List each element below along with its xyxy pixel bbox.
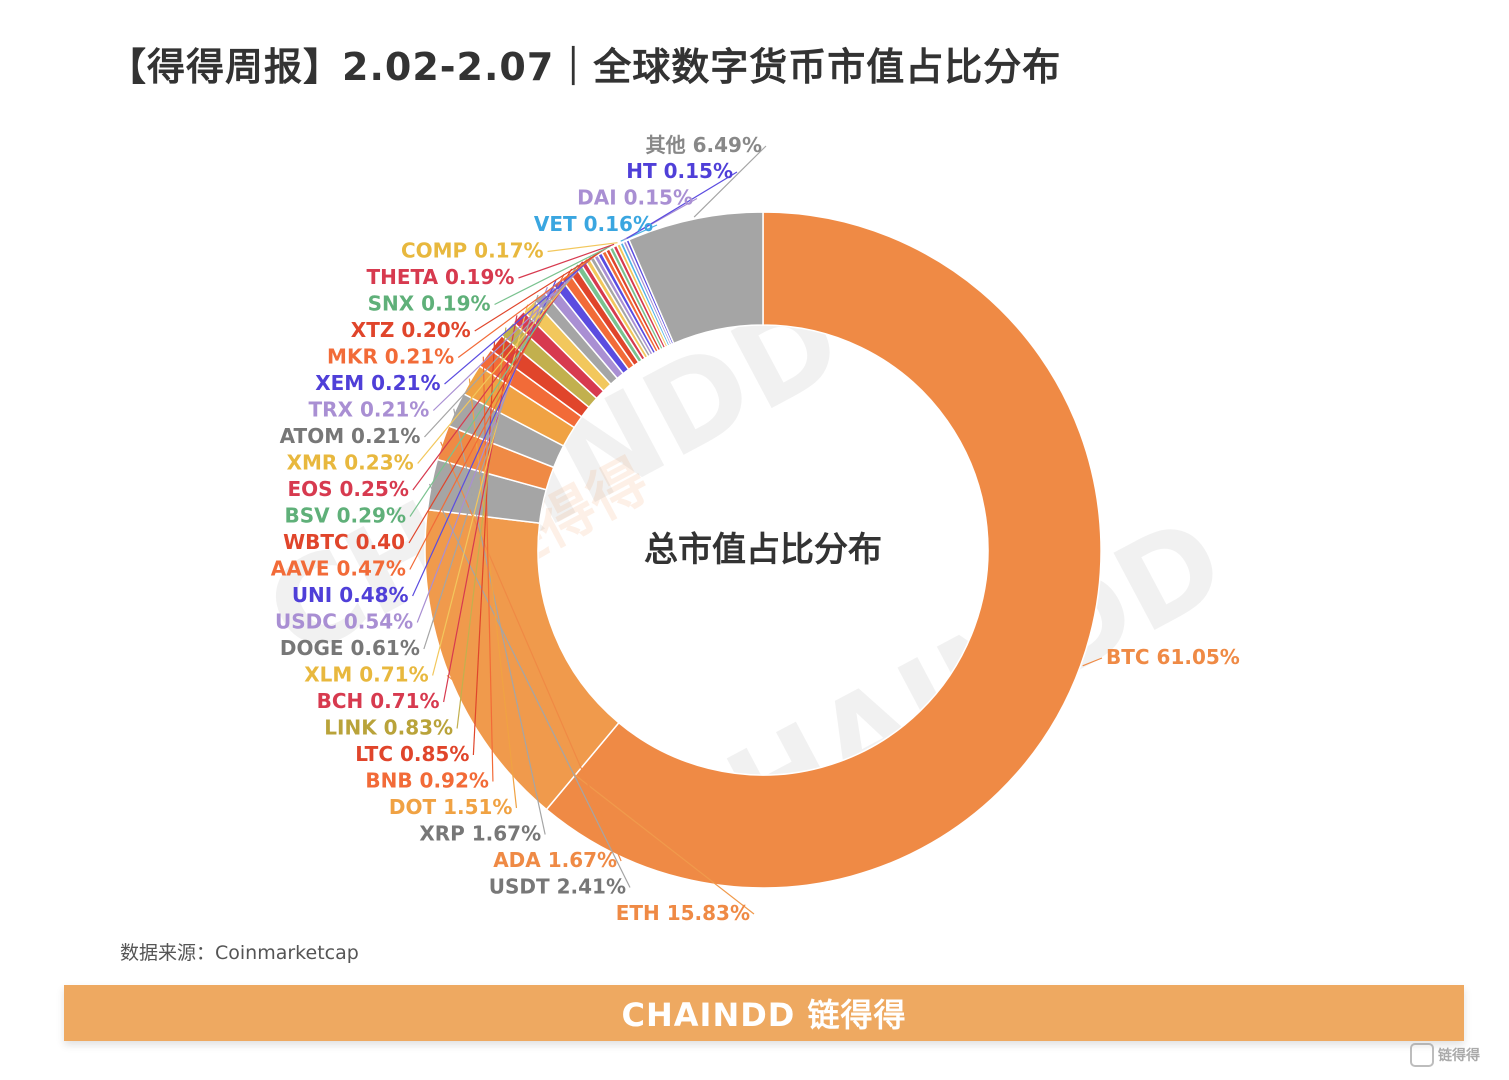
slice-label-xem: XEM 0.21% <box>315 371 440 395</box>
leader-line <box>453 408 546 835</box>
leader-line <box>472 341 496 756</box>
leader-line <box>432 304 529 676</box>
slice-label-ltc: LTC 0.85% <box>355 742 469 766</box>
slice-其他 <box>627 211 764 345</box>
leader-line <box>457 249 604 358</box>
slice-label-bsv: BSV 0.29% <box>285 504 406 528</box>
slice-label-其他: 其他 6.49% <box>646 133 762 157</box>
leader-line <box>444 251 600 385</box>
slice-label-xmr: XMR 0.23% <box>287 451 414 475</box>
leader-line <box>547 242 618 253</box>
leader-line <box>482 356 494 782</box>
slice-label-doge: DOGE 0.61% <box>280 636 420 660</box>
leader-line <box>494 245 611 306</box>
slice-label-bnb: BNB 0.92% <box>365 769 489 793</box>
slice-label-uni: UNI 0.48% <box>292 583 409 607</box>
slice-label-xtz: XTZ 0.20% <box>351 318 471 342</box>
slice-label-dai: DAI 0.15% <box>577 186 693 210</box>
leader-line <box>518 243 615 279</box>
slice-label-xlm: XLM 0.71% <box>304 663 428 687</box>
slice-labels: BTC 61.05%ETH 15.83%USDT 2.41%ADA 1.67%X… <box>271 133 1240 925</box>
leader-line <box>1082 657 1103 667</box>
slice-btc <box>545 211 1102 889</box>
slice-label-eos: EOS 0.25% <box>287 477 408 501</box>
leader-line <box>468 378 518 809</box>
slice-label-mkr: MKR 0.21% <box>327 345 454 369</box>
donut-slices <box>424 211 1102 889</box>
leader-line <box>440 441 622 862</box>
center-label: 总市值占比分布 <box>644 530 882 570</box>
chaindd-logo-icon <box>1410 1043 1434 1067</box>
label-leader-lines <box>408 145 1103 915</box>
slice-label-eth: ETH 15.83% <box>616 901 750 925</box>
slice-label-link: LINK 0.83% <box>324 716 453 740</box>
leader-line <box>443 315 518 703</box>
slice-label-comp: COMP 0.17% <box>401 239 544 263</box>
page-title: 【得得周报】2.02-2.07｜全球数字货币市值占比分布 <box>108 45 1062 89</box>
slice-label-xrp: XRP 1.67% <box>419 822 541 846</box>
leader-line <box>474 247 608 332</box>
slice-label-wbtc: WBTC 0.40 <box>283 530 405 554</box>
slice-label-vet: VET 0.16% <box>534 212 653 236</box>
slice-label-btc: BTC 61.05% <box>1106 645 1240 669</box>
footer-brand: CHAINDD 链得得 <box>621 996 907 1034</box>
leader-line <box>424 256 592 438</box>
corner-logo: 链得得 <box>1410 1040 1505 1070</box>
leader-line <box>412 261 584 491</box>
leader-line <box>417 258 588 464</box>
slice-label-bch: BCH 0.71% <box>317 689 440 713</box>
slice-label-dot: DOT 1.51% <box>389 795 513 819</box>
leader-line <box>428 483 631 888</box>
slice-label-usdc: USDC 0.54% <box>275 610 413 634</box>
slice-label-ht: HT 0.15% <box>626 159 733 183</box>
leader-line <box>693 145 767 218</box>
slice-label-usdt: USDT 2.41% <box>489 875 626 899</box>
slice-label-aave: AAVE 0.47% <box>271 557 406 581</box>
slice-label-ada: ADA 1.67% <box>493 848 617 872</box>
footer-bar: CHAINDD 链得得 <box>64 985 1464 1041</box>
slice-label-theta: THETA 0.19% <box>366 265 514 289</box>
slice-label-trx: TRX 0.21% <box>309 398 430 422</box>
leader-line <box>446 674 755 915</box>
leader-line <box>626 171 738 240</box>
slice-label-snx: SNX 0.19% <box>368 292 491 316</box>
data-source: 数据来源：Coinmarketcap <box>120 942 359 964</box>
slice-label-atom: ATOM 0.21% <box>280 424 421 448</box>
leader-line <box>432 253 596 411</box>
corner-logo-text: 链得得 <box>1438 1048 1480 1064</box>
donut-chart: CHAINDDCHAINDD链得得 BTC 61.05%ETH 15.83%US… <box>246 133 1247 925</box>
